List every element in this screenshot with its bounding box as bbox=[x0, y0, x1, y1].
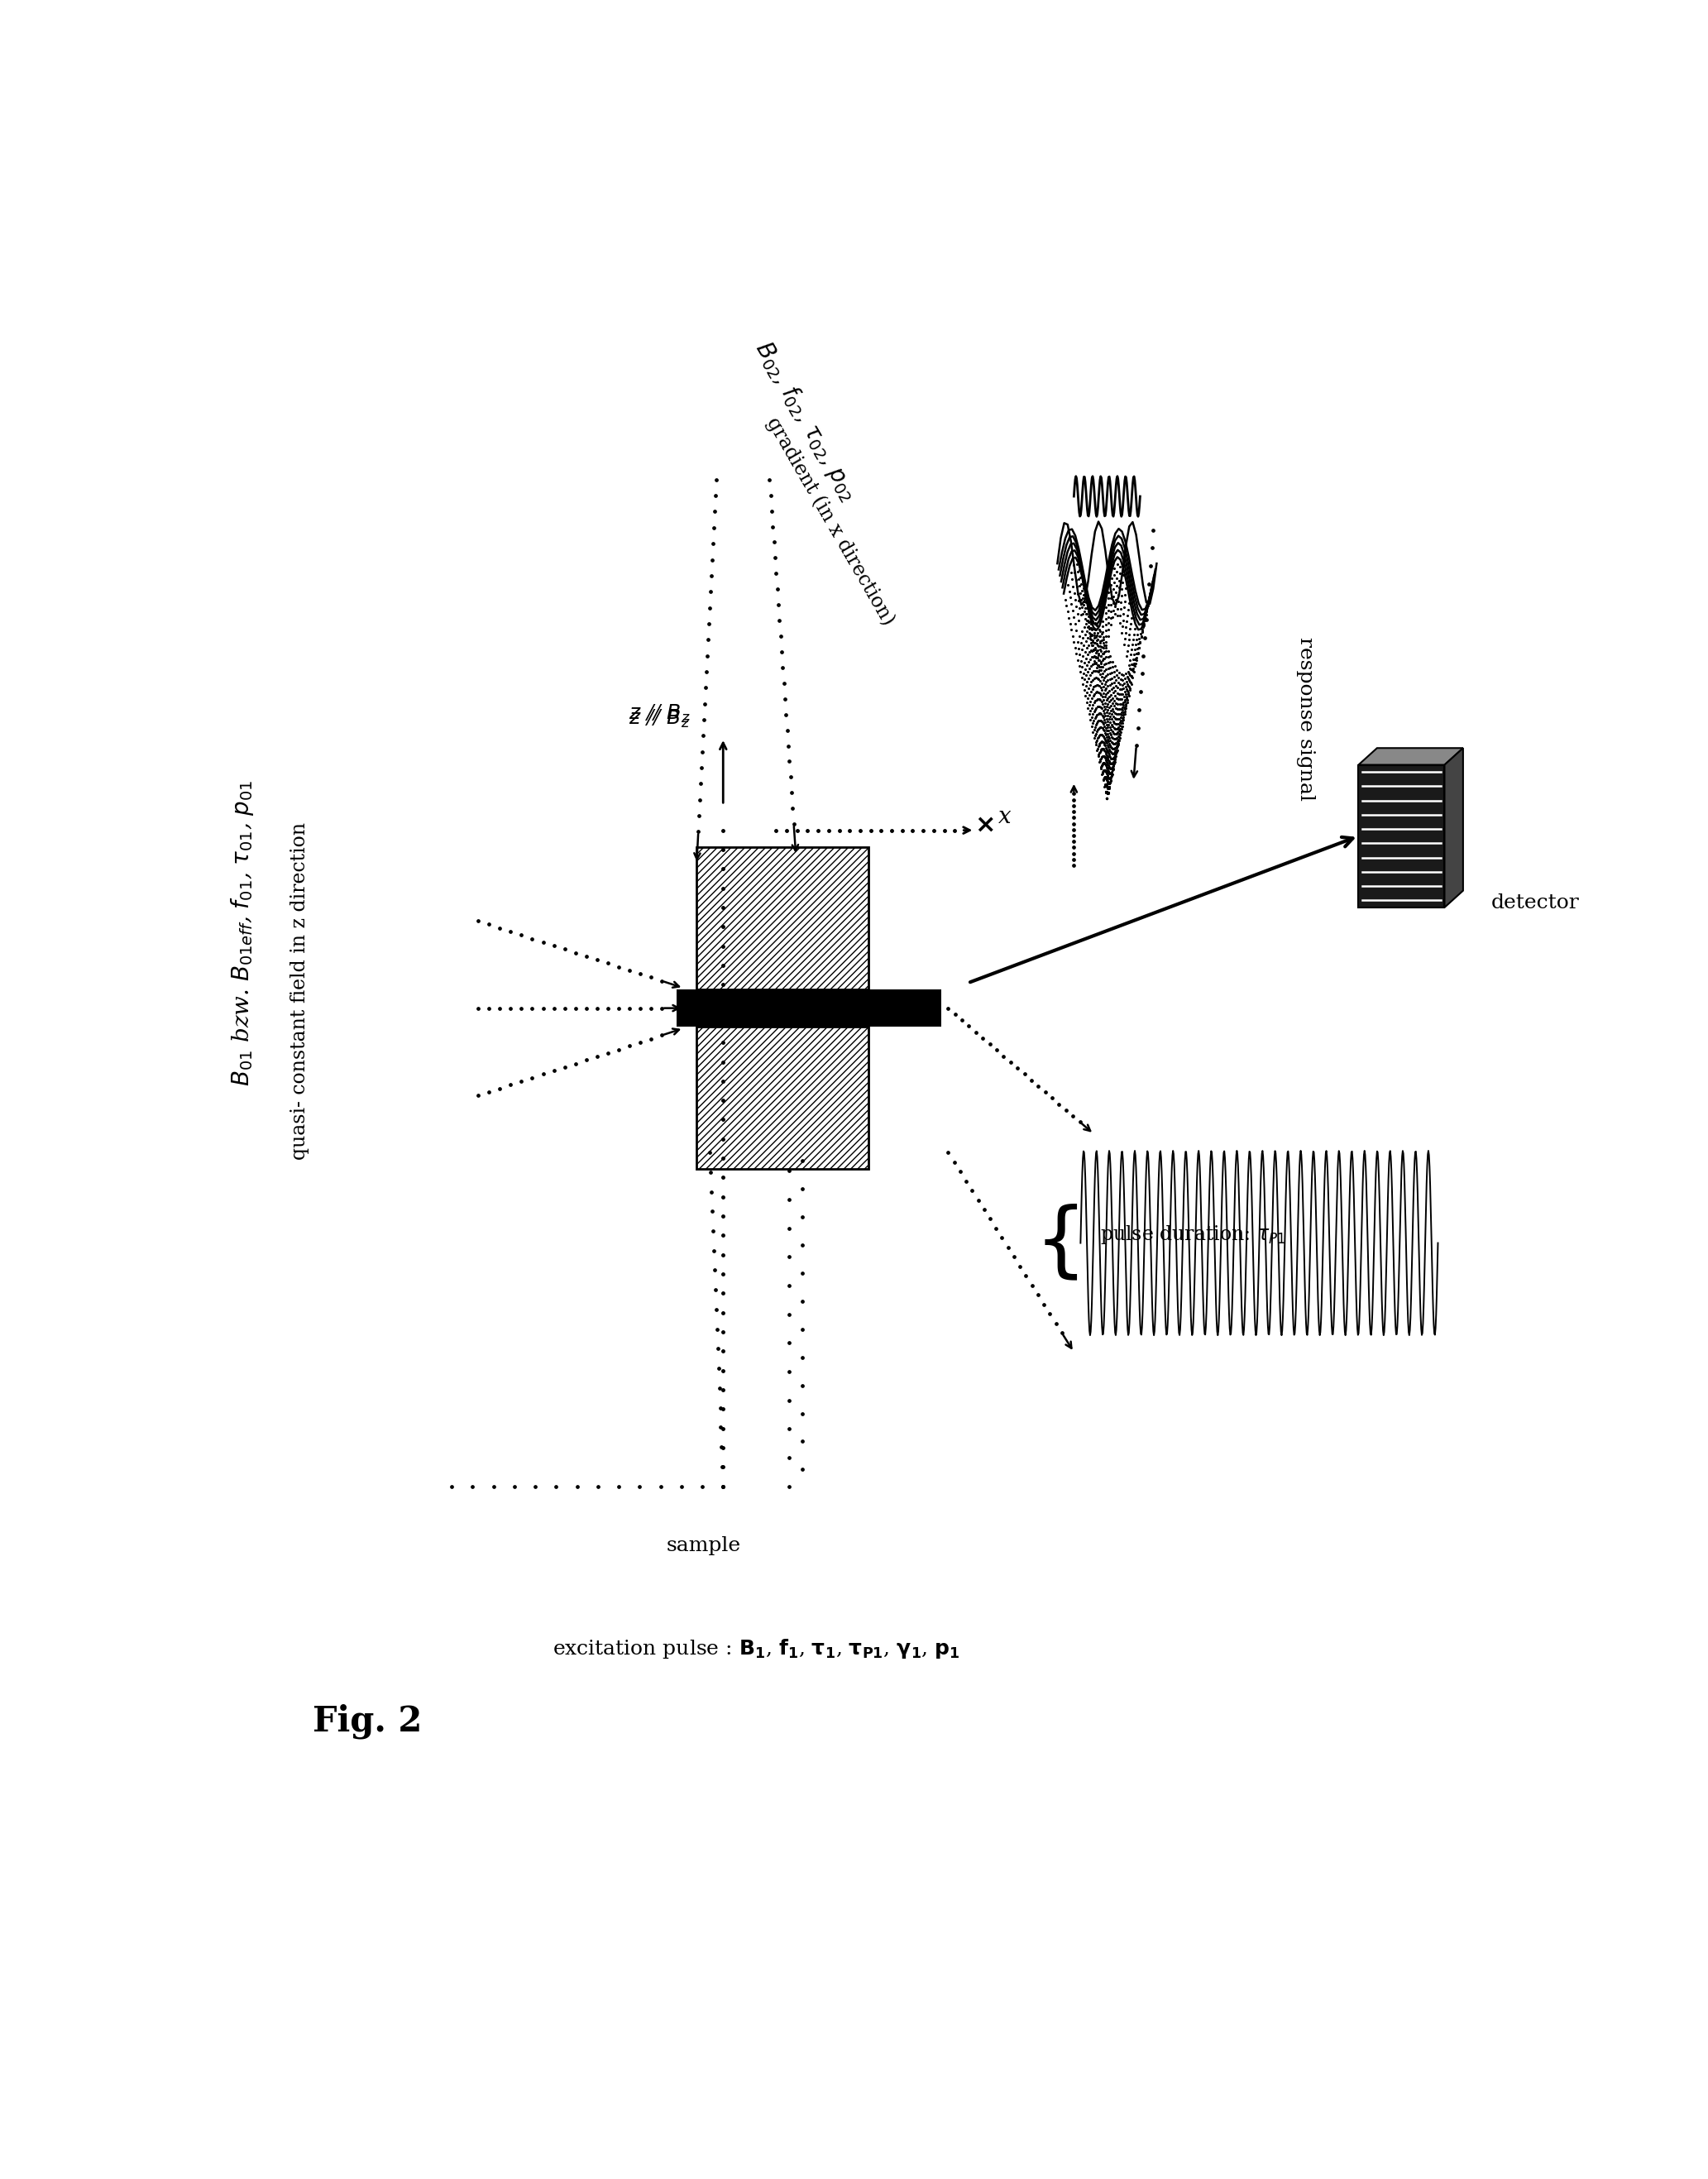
Text: gradient (in x direction): gradient (in x direction) bbox=[763, 414, 898, 630]
Text: $B_{01}$ bzw. $B_{01eff}$, $f_{01}$, $\tau_{01}$, $p_{01}$: $B_{01}$ bzw. $B_{01eff}$, $f_{01}$, $\t… bbox=[229, 780, 256, 1085]
Bar bbox=[697, 848, 869, 989]
Text: $\mathbf{\times}$: $\mathbf{\times}$ bbox=[974, 813, 994, 839]
Text: response signal: response signal bbox=[1296, 636, 1315, 800]
Text: detector: detector bbox=[1491, 893, 1580, 913]
Text: sample: sample bbox=[666, 1536, 741, 1556]
Text: $z$ // $B_z$: $z$ // $B_z$ bbox=[629, 708, 690, 730]
Polygon shape bbox=[1445, 747, 1464, 906]
Text: $B_{02}$, $f_{02}$, $\tau_{02}$, $p_{02}$: $B_{02}$, $f_{02}$, $\tau_{02}$, $p_{02}… bbox=[750, 336, 863, 506]
Bar bbox=[1358, 765, 1445, 906]
Bar bbox=[676, 989, 941, 1026]
Text: $z$ // $B_z$: $z$ // $B_z$ bbox=[629, 704, 690, 726]
Polygon shape bbox=[1358, 747, 1464, 765]
Text: x: x bbox=[999, 806, 1011, 828]
Text: pulse duration: $\tau_{P1}$: pulse duration: $\tau_{P1}$ bbox=[1100, 1222, 1286, 1246]
Text: {: { bbox=[1035, 1203, 1086, 1283]
Text: Fig. 2: Fig. 2 bbox=[313, 1704, 422, 1739]
Text: excitation pulse : $\mathbf{B_1}$, $\mathbf{f_1}$, $\mathbf{\tau_1}$, $\mathbf{\: excitation pulse : $\mathbf{B_1}$, $\mat… bbox=[552, 1636, 960, 1660]
Text: quasi- constant field in z direction: quasi- constant field in z direction bbox=[290, 824, 309, 1159]
Bar bbox=[697, 1026, 869, 1170]
